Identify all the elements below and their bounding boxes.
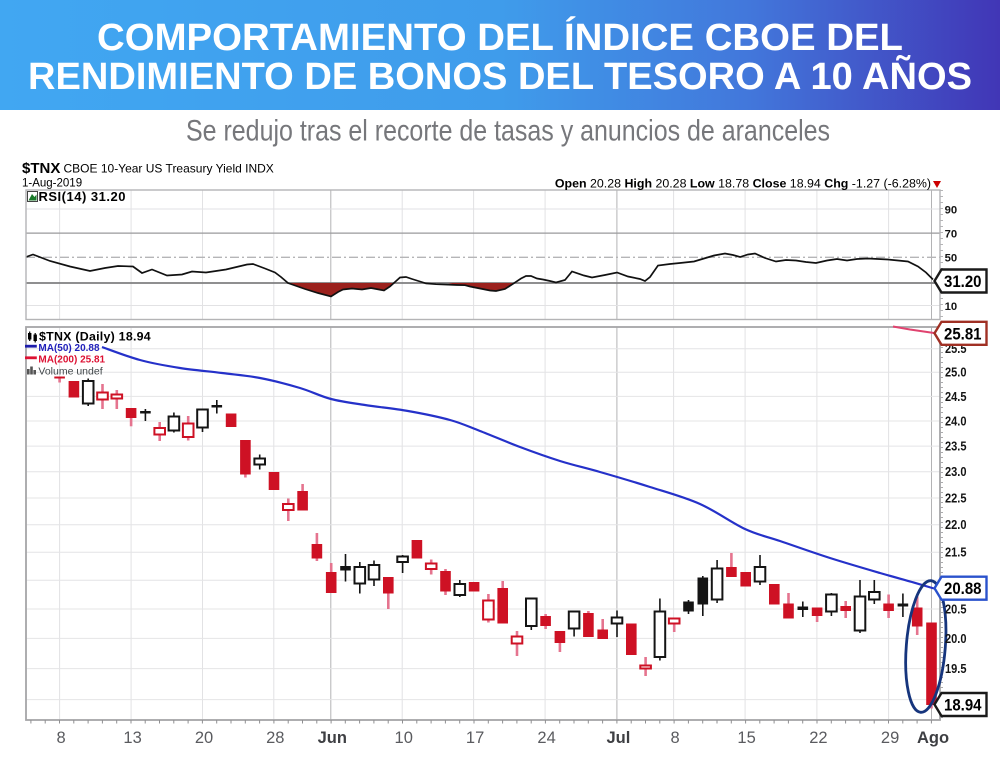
svg-text:20: 20 [195, 729, 213, 747]
svg-text:21.5: 21.5 [945, 545, 967, 560]
svg-text:24: 24 [537, 729, 555, 747]
svg-text:15: 15 [737, 729, 755, 747]
svg-text:20.0: 20.0 [945, 631, 967, 646]
svg-text:29: 29 [881, 729, 899, 747]
svg-text:10: 10 [395, 729, 413, 747]
svg-text:22.5: 22.5 [945, 490, 967, 505]
svg-text:17: 17 [466, 729, 484, 747]
svg-text:Se redujo tras el recorte de t: Se redujo tras el recorte de tasas y anu… [186, 115, 830, 148]
svg-text:Open 20.28 High 20.28 Low 18.7: Open 20.28 High 20.28 Low 18.78 Close 18… [555, 177, 931, 191]
svg-text:20.5: 20.5 [945, 601, 967, 616]
svg-text:CBOE 10-Year US Treasury Yield: CBOE 10-Year US Treasury Yield INDX [64, 162, 274, 176]
svg-text:RENDIMIENTO DE BONOS DEL TESOR: RENDIMIENTO DE BONOS DEL TESORO A 10 AÑO… [28, 54, 972, 98]
svg-text:13: 13 [123, 729, 141, 747]
svg-text:24.0: 24.0 [945, 413, 967, 428]
svg-text:25.81: 25.81 [944, 324, 982, 343]
svg-text:23.0: 23.0 [945, 464, 967, 479]
svg-text:COMPORTAMIENTO DEL ÍNDICE CBOE: COMPORTAMIENTO DEL ÍNDICE CBOE DEL [97, 15, 903, 59]
svg-text:1-Aug-2019: 1-Aug-2019 [22, 178, 82, 190]
svg-text:90: 90 [945, 204, 958, 216]
svg-text:8: 8 [671, 729, 680, 747]
svg-text:10: 10 [945, 301, 958, 313]
svg-text:MA(200) 25.81: MA(200) 25.81 [38, 355, 105, 366]
svg-text:20.88: 20.88 [944, 579, 982, 598]
svg-text:MA(50) 20.88: MA(50) 20.88 [38, 343, 100, 354]
svg-text:28: 28 [266, 729, 284, 747]
svg-text:31.20: 31.20 [944, 272, 982, 291]
svg-text:Volume undef: Volume undef [38, 365, 102, 377]
svg-text:22: 22 [809, 729, 827, 747]
svg-text:RSI(14) 31.20: RSI(14) 31.20 [39, 189, 126, 204]
svg-text:$TNX: $TNX [22, 160, 60, 177]
svg-text:50: 50 [945, 253, 958, 265]
svg-text:22.0: 22.0 [945, 517, 967, 532]
svg-text:$TNX (Daily) 18.94: $TNX (Daily) 18.94 [39, 329, 151, 343]
svg-text:24.5: 24.5 [945, 389, 967, 404]
svg-text:23.5: 23.5 [945, 439, 967, 454]
svg-text:18.94: 18.94 [944, 696, 982, 715]
svg-text:8: 8 [57, 729, 66, 747]
svg-text:19.5: 19.5 [945, 661, 967, 676]
svg-text:Jul: Jul [606, 729, 630, 747]
svg-text:70: 70 [945, 229, 958, 241]
svg-text:Ago: Ago [917, 729, 949, 747]
svg-text:Jun: Jun [318, 729, 347, 747]
svg-text:25.0: 25.0 [945, 365, 967, 380]
